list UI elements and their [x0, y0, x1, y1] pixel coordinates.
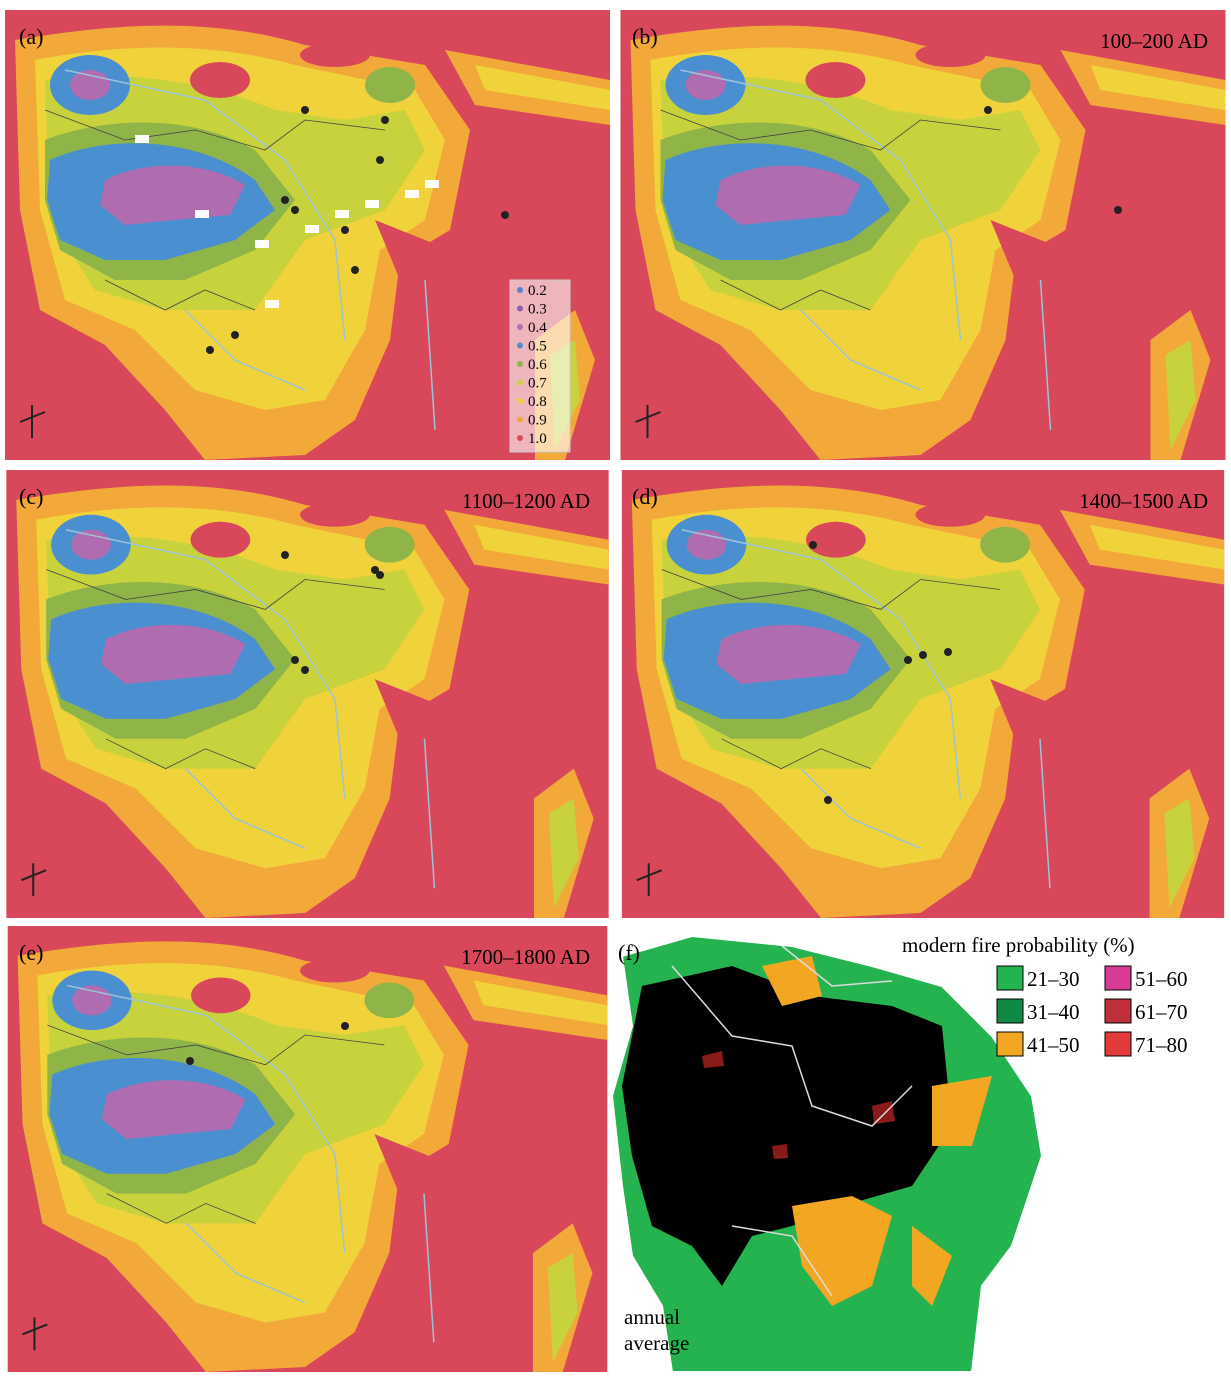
site-dot: [381, 116, 389, 124]
legend-label: 31–40: [1027, 1000, 1080, 1024]
site-dot: [301, 106, 309, 114]
legend-label: 0.7: [528, 376, 547, 392]
white-cell: [195, 210, 209, 218]
legend-label: 0.6: [528, 357, 547, 373]
site-dot: [206, 346, 214, 354]
map-image: [8, 926, 608, 1372]
legend-label: 0.8: [528, 394, 547, 410]
site-dot: [186, 1057, 194, 1065]
site-dot: [341, 1022, 349, 1030]
map-panel: (d) 1400–1500 AD: [622, 470, 1224, 918]
legend-label: 0.4: [528, 320, 547, 336]
site-dot: [301, 666, 309, 674]
site-dot: [809, 541, 817, 549]
site-dot: [1114, 206, 1122, 214]
map-panel: (f) modern fire probability (%) 21–30 51–60…: [612, 926, 1228, 1372]
period-label: 1100–1200 AD: [462, 489, 590, 513]
white-cell: [135, 135, 149, 143]
legend-label: 71–80: [1135, 1033, 1188, 1057]
white-cell: [405, 190, 419, 198]
panel-label: (b): [632, 24, 658, 49]
legend-label: 41–50: [1027, 1033, 1080, 1057]
note: annual: [624, 1305, 680, 1329]
legend-swatch: [517, 287, 523, 293]
map-panel: (e) 1700–1800 AD: [8, 926, 608, 1372]
legend-swatch: [517, 343, 523, 349]
legend-label: 1.0: [528, 431, 547, 447]
legend-swatch: [997, 966, 1023, 990]
site-dot: [376, 571, 384, 579]
map-image: [622, 470, 1224, 918]
map-image: [6, 470, 608, 918]
site-dot: [351, 266, 359, 274]
site-dot: [231, 331, 239, 339]
site-dot: [281, 551, 289, 559]
note: average: [624, 1331, 689, 1355]
site-dot: [919, 651, 927, 659]
site-dot: [984, 106, 992, 114]
legend-swatch: [997, 1032, 1023, 1056]
site-dot: [824, 796, 832, 804]
map-panel: (c) 1100–1200 AD: [6, 470, 608, 918]
legend-title: modern fire probability (%): [902, 933, 1135, 957]
white-cell: [265, 300, 279, 308]
site-dot: [291, 656, 299, 664]
site-dot: [904, 656, 912, 664]
period-label: 100–200 AD: [1100, 29, 1208, 53]
legend-label: 61–70: [1135, 1000, 1188, 1024]
legend-swatch: [1105, 1032, 1131, 1056]
legend-swatch: [517, 398, 523, 404]
panel-label: (a): [19, 24, 43, 49]
legend-label: 51–60: [1135, 967, 1188, 991]
legend-swatch: [517, 306, 523, 312]
panel-label: (e): [19, 940, 43, 965]
panel-label: (d): [632, 484, 658, 509]
map-image: [621, 10, 1226, 460]
legend-swatch: [997, 999, 1023, 1023]
legend-label: 21–30: [1027, 967, 1080, 991]
white-cell: [255, 240, 269, 248]
panel-label: (c): [19, 484, 43, 509]
legend-swatch: [1105, 966, 1131, 990]
white-cell: [305, 225, 319, 233]
legend-label: 0.9: [528, 413, 547, 429]
site-dot: [281, 196, 289, 204]
white-cell: [365, 200, 379, 208]
period-label: 1700–1800 AD: [461, 945, 590, 969]
legend-label: 0.5: [528, 339, 547, 355]
figure: (a) 0.2 0.3 0.4 0.5 0.6 0.7 0.8 0.9 1.0 (b) 100–200…: [0, 0, 1231, 1374]
site-dot: [944, 648, 952, 656]
legend-swatch: [517, 417, 523, 423]
legend-label: 0.2: [528, 283, 547, 299]
legend-swatch: [517, 435, 523, 441]
white-cell: [425, 180, 439, 188]
legend-swatch: [1105, 999, 1131, 1023]
legend-label: 0.3: [528, 302, 547, 318]
site-dot: [291, 206, 299, 214]
panel-label: (f): [618, 940, 640, 965]
site-dot: [341, 226, 349, 234]
site-dot: [501, 211, 509, 219]
map-panel: (a) 0.2 0.3 0.4 0.5 0.6 0.7 0.8 0.9 1.0: [5, 10, 610, 460]
period-label: 1400–1500 AD: [1079, 489, 1208, 513]
map-panel: (b) 100–200 AD: [621, 10, 1226, 460]
legend-swatch: [517, 380, 523, 386]
legend-swatch: [517, 361, 523, 367]
legend-swatch: [517, 324, 523, 330]
site-dot: [376, 156, 384, 164]
white-cell: [335, 210, 349, 218]
